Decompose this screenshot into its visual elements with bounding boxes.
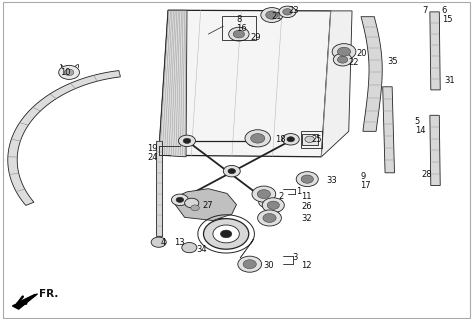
Circle shape bbox=[251, 133, 265, 143]
Text: 17: 17 bbox=[360, 181, 371, 190]
Polygon shape bbox=[156, 141, 161, 236]
Circle shape bbox=[203, 219, 249, 249]
Circle shape bbox=[296, 172, 318, 187]
Circle shape bbox=[337, 56, 348, 63]
Polygon shape bbox=[12, 294, 37, 309]
Circle shape bbox=[238, 256, 262, 272]
FancyBboxPatch shape bbox=[302, 134, 317, 145]
Text: 16: 16 bbox=[236, 24, 247, 33]
Text: 18: 18 bbox=[275, 135, 286, 144]
Circle shape bbox=[243, 260, 256, 269]
Text: 32: 32 bbox=[302, 214, 312, 223]
Circle shape bbox=[263, 213, 276, 222]
Polygon shape bbox=[383, 87, 394, 173]
Text: 20: 20 bbox=[357, 49, 367, 58]
Text: 28: 28 bbox=[422, 170, 432, 179]
Circle shape bbox=[220, 230, 232, 238]
Circle shape bbox=[228, 27, 249, 41]
Text: 29: 29 bbox=[251, 34, 261, 43]
Circle shape bbox=[213, 225, 239, 243]
Text: 4: 4 bbox=[161, 238, 166, 247]
Circle shape bbox=[64, 69, 74, 76]
Text: 12: 12 bbox=[301, 261, 311, 270]
Circle shape bbox=[261, 8, 283, 22]
Text: 3: 3 bbox=[292, 253, 298, 262]
Text: 9: 9 bbox=[360, 172, 365, 181]
Text: 6: 6 bbox=[442, 6, 447, 15]
Circle shape bbox=[257, 190, 271, 198]
Circle shape bbox=[223, 165, 240, 177]
Text: 34: 34 bbox=[196, 245, 207, 254]
Polygon shape bbox=[430, 116, 440, 186]
Text: 19: 19 bbox=[147, 144, 158, 153]
Text: 30: 30 bbox=[263, 261, 274, 270]
Text: 22: 22 bbox=[349, 58, 359, 67]
Circle shape bbox=[283, 9, 292, 15]
Circle shape bbox=[245, 130, 271, 147]
Text: 26: 26 bbox=[302, 202, 312, 211]
Text: 31: 31 bbox=[444, 76, 455, 85]
Text: 11: 11 bbox=[302, 192, 312, 201]
Text: 8: 8 bbox=[236, 15, 242, 24]
Text: FR.: FR. bbox=[39, 289, 59, 299]
Polygon shape bbox=[361, 17, 382, 131]
Circle shape bbox=[333, 53, 352, 66]
Circle shape bbox=[184, 198, 199, 208]
Text: 23: 23 bbox=[289, 6, 299, 15]
Polygon shape bbox=[175, 189, 236, 220]
Text: 15: 15 bbox=[442, 15, 452, 24]
Text: 10: 10 bbox=[60, 68, 70, 77]
Circle shape bbox=[305, 136, 315, 142]
Circle shape bbox=[191, 205, 199, 211]
Polygon shape bbox=[158, 10, 331, 157]
Circle shape bbox=[266, 11, 278, 19]
Circle shape bbox=[337, 47, 350, 56]
Text: 35: 35 bbox=[387, 57, 398, 66]
Polygon shape bbox=[8, 71, 121, 205]
Circle shape bbox=[287, 137, 295, 142]
Circle shape bbox=[183, 138, 191, 143]
Text: 7: 7 bbox=[423, 6, 428, 15]
Circle shape bbox=[178, 135, 195, 147]
Text: 24: 24 bbox=[147, 153, 158, 162]
Circle shape bbox=[233, 30, 245, 38]
Circle shape bbox=[279, 6, 296, 18]
Circle shape bbox=[176, 197, 184, 202]
Circle shape bbox=[171, 194, 188, 205]
Text: 5: 5 bbox=[415, 117, 420, 126]
Circle shape bbox=[252, 138, 259, 143]
Text: 14: 14 bbox=[415, 126, 425, 135]
Polygon shape bbox=[321, 11, 352, 157]
Circle shape bbox=[262, 198, 284, 213]
Text: 33: 33 bbox=[326, 176, 337, 185]
Circle shape bbox=[151, 237, 166, 247]
Circle shape bbox=[182, 243, 197, 253]
Polygon shape bbox=[158, 10, 187, 157]
Polygon shape bbox=[430, 12, 440, 90]
Circle shape bbox=[59, 65, 79, 79]
Text: 25: 25 bbox=[311, 135, 322, 144]
Text: 13: 13 bbox=[174, 238, 185, 247]
Circle shape bbox=[258, 210, 281, 226]
Text: 1: 1 bbox=[297, 188, 302, 196]
Circle shape bbox=[247, 135, 264, 147]
Circle shape bbox=[267, 201, 280, 209]
Circle shape bbox=[263, 199, 271, 204]
Text: 2: 2 bbox=[278, 192, 283, 201]
Circle shape bbox=[301, 175, 314, 183]
Circle shape bbox=[228, 169, 236, 174]
Circle shape bbox=[332, 44, 356, 60]
Text: 21: 21 bbox=[271, 12, 281, 21]
Circle shape bbox=[252, 186, 276, 202]
Circle shape bbox=[259, 196, 276, 208]
Text: 27: 27 bbox=[202, 201, 213, 210]
Circle shape bbox=[282, 133, 299, 145]
